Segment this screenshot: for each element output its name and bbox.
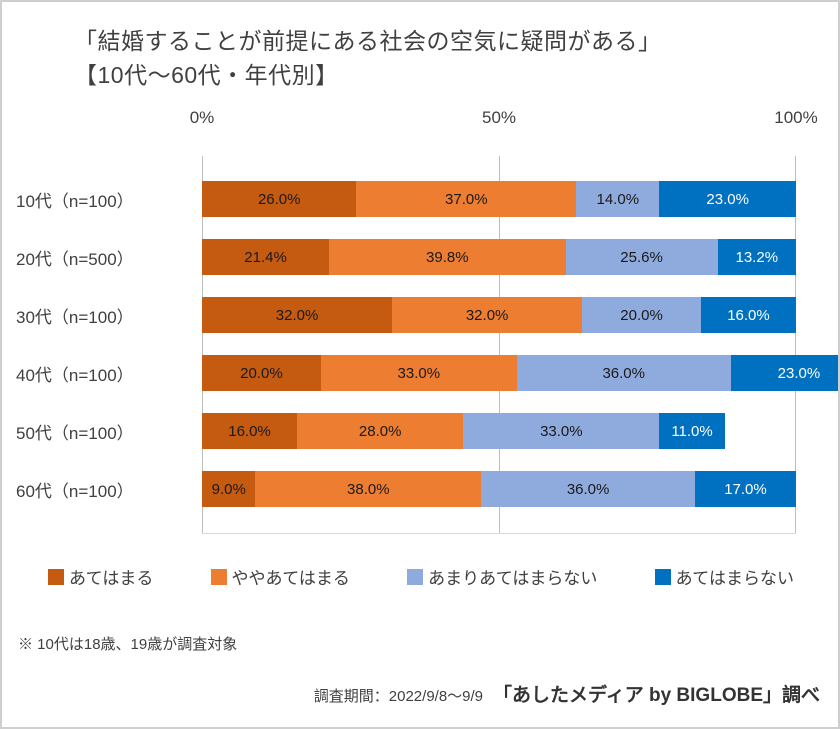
legend-item: あまりあてはまらない	[407, 564, 597, 589]
chart-row: 10代（n=100） 26.0% 37.0% 14.0% 23.0%	[2, 170, 838, 228]
row-label: 10代（n=100）	[16, 191, 134, 211]
bar-segment: 32.0%	[202, 297, 393, 333]
bar-segment: 13.2%	[717, 239, 796, 275]
bar-segment: 38.0%	[255, 471, 482, 507]
row-label: 20代（n=500）	[16, 249, 134, 269]
chart-title: 「結婚することが前提にある社会の空気に疑問がある」 【10代〜60代・年代別】	[2, 2, 838, 92]
legend-swatch	[210, 568, 227, 585]
legend-swatch	[654, 568, 671, 585]
gridline-100	[795, 156, 796, 533]
row-label: 30代（n=100）	[16, 307, 134, 327]
plot-area: 10代（n=100） 26.0% 37.0% 14.0% 23.0% 20代（n=500）…	[2, 156, 838, 534]
bar-value-label: 33.0%	[540, 422, 583, 440]
source-credit: 「あしたメディア by BIGLOBE」調べ	[493, 685, 820, 706]
row-label: 40代（n=100）	[16, 365, 134, 385]
bar-value-label: 25.6%	[620, 248, 663, 266]
chart-rows: 10代（n=100） 26.0% 37.0% 14.0% 23.0% 20代（n=500）…	[2, 170, 838, 534]
bar-segment: 11.0%	[659, 413, 725, 449]
chart-row: 30代（n=100） 32.0% 32.0% 20.0% 16.0%	[2, 286, 838, 344]
bar-segment: 33.0%	[463, 413, 660, 449]
bar-value-label: 37.0%	[445, 190, 488, 208]
bar-value-label: 39.8%	[426, 248, 469, 266]
legend-swatch	[407, 568, 424, 585]
legend-label: あてはまらない	[675, 569, 794, 588]
stacked-bar: 26.0% 37.0% 14.0% 23.0%	[202, 181, 796, 217]
bar-segment: 21.4%	[202, 239, 330, 275]
legend-swatch	[48, 568, 64, 585]
chart-title-line2: 【10代〜60代・年代別】	[74, 62, 339, 88]
stacked-bar: 21.4% 39.8% 25.6% 13.2%	[202, 239, 796, 275]
bar-value-label: 20.0%	[240, 364, 283, 382]
legend-item: ややあてはまる	[210, 564, 350, 589]
bar-segment: 23.0%	[659, 181, 796, 217]
chart-row: 40代（n=100） 20.0% 33.0% 36.0% 23.0%	[2, 344, 838, 402]
bar-value-label: 36.0%	[566, 480, 610, 498]
survey-period: 調査期間：2022/9/8〜9/9	[313, 688, 484, 705]
bar-value-label: 16.0%	[727, 306, 770, 324]
bar-value-label: 36.0%	[602, 364, 645, 382]
bar-value-label: 13.2%	[735, 248, 779, 266]
bar-segment: 16.0%	[700, 297, 796, 333]
bar-value-label: 20.0%	[620, 306, 663, 324]
bar-segment: 28.0%	[297, 413, 464, 449]
bar-segment: 9.0%	[202, 471, 256, 507]
row-label: 60代（n=100）	[16, 481, 134, 501]
bar-value-label: 23.0%	[777, 364, 821, 382]
bar-value-label: 11.0%	[671, 422, 713, 440]
chart-row: 50代（n=100） 16.0% 28.0% 33.0% 11.0%	[2, 402, 838, 460]
bar-value-label: 32.0%	[465, 306, 509, 324]
bar-segment: 37.0%	[356, 181, 577, 217]
x-axis-tick-0: 0%	[189, 108, 215, 127]
legend-item: あてはまらない	[654, 564, 794, 589]
footnote: ※ 10代は18歳、19歳が調査対象	[18, 636, 238, 653]
bar-segment: 23.0%	[730, 355, 838, 391]
source-line: 調査期間：2022/9/8〜9/9 「あしたメディア by BIGLOBE」調べ	[2, 680, 820, 707]
gridline-0	[202, 156, 203, 533]
bar-segment: 32.0%	[392, 297, 583, 333]
legend-item: あてはまる	[48, 564, 153, 589]
bar-value-label: 33.0%	[397, 364, 441, 382]
stacked-bar: 16.0% 28.0% 33.0% 11.0%	[202, 413, 796, 449]
bar-segment: 39.8%	[329, 239, 566, 275]
bar-value-label: 14.0%	[596, 190, 640, 208]
gridlines	[202, 156, 796, 534]
bar-value-label: 28.0%	[358, 422, 402, 440]
bar-value-label: 32.0%	[275, 306, 319, 324]
x-axis: 0% 50% 100%	[190, 108, 818, 130]
bar-segment: 33.0%	[320, 355, 517, 391]
bar-segment: 14.0%	[576, 181, 660, 217]
bar-segment: 36.0%	[516, 355, 731, 391]
bar-segment: 16.0%	[202, 413, 298, 449]
gridline-50	[499, 156, 500, 533]
bar-segment: 17.0%	[695, 471, 796, 507]
chart-row: 60代（n=100） 9.0% 38.0% 36.0% 17.0%	[2, 460, 838, 518]
bar-segment: 36.0%	[481, 471, 695, 507]
bar-segment: 25.6%	[565, 239, 718, 275]
legend-label: あまりあてはまらない	[428, 569, 598, 588]
x-axis-tick-100: 100%	[774, 108, 818, 127]
bar-value-label: 38.0%	[347, 480, 390, 498]
bar-value-label: 26.0%	[257, 190, 301, 208]
chart-title-line1: 「結婚することが前提にある社会の空気に疑問がある」	[74, 28, 662, 54]
bar-segment: 20.0%	[582, 297, 701, 333]
legend: あてはまる ややあてはまる あまりあてはまらない あてはまらない	[48, 564, 794, 589]
stacked-bar: 20.0% 33.0% 36.0% 23.0%	[202, 355, 838, 391]
stacked-bar: 32.0% 32.0% 20.0% 16.0%	[202, 297, 796, 333]
stacked-bar: 9.0% 38.0% 36.0% 17.0%	[202, 471, 796, 507]
bar-value-label: 17.0%	[724, 480, 767, 498]
chart-row: 20代（n=500） 21.4% 39.8% 25.6% 13.2%	[2, 228, 838, 286]
legend-label: ややあてはまる	[231, 569, 350, 588]
bar-segment: 20.0%	[202, 355, 321, 391]
bar-value-label: 21.4%	[244, 248, 287, 266]
bar-segment: 26.0%	[202, 181, 357, 217]
legend-label: あてはまる	[69, 569, 154, 588]
row-label: 50代（n=100）	[16, 423, 134, 443]
x-axis-tick-50: 50%	[481, 108, 517, 127]
bar-value-label: 9.0%	[211, 480, 246, 498]
bar-value-label: 23.0%	[706, 190, 749, 208]
bar-value-label: 16.0%	[228, 422, 271, 440]
